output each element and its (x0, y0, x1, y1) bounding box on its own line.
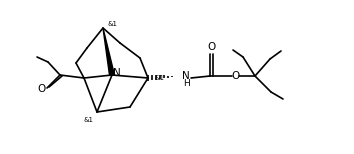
Polygon shape (103, 28, 114, 75)
Text: N: N (113, 68, 121, 78)
Text: &1: &1 (154, 75, 164, 81)
Text: O: O (207, 42, 215, 52)
Text: &1: &1 (107, 21, 117, 27)
Text: H: H (183, 79, 189, 87)
Text: N: N (182, 71, 190, 81)
Text: O: O (37, 84, 45, 94)
Text: O: O (231, 71, 239, 81)
Text: &1: &1 (83, 117, 93, 123)
